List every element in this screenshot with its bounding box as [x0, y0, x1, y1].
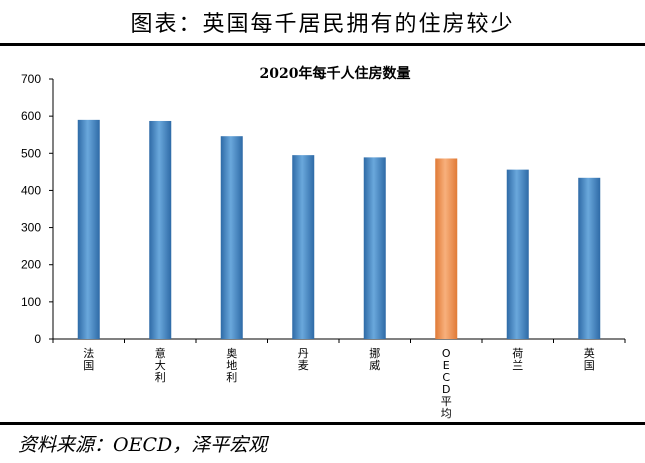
x-tick-label: 挪威 [369, 346, 380, 372]
bar [506, 169, 529, 339]
top-divider [0, 43, 645, 46]
category-labels: 法国 意大利 奥地利 丹麦 挪威 O E C D 平均 荷兰 英国 [83, 346, 595, 420]
x-tick-label: 意大利 [155, 346, 166, 384]
x-tick-label: 奥地利 [226, 346, 237, 384]
y-tick-label: 200 [21, 258, 41, 272]
bar [77, 119, 100, 339]
y-tick-label: 0 [34, 332, 41, 346]
bar [578, 177, 601, 339]
x-tick-label: O E C D 平均 [441, 347, 452, 420]
x-tick-label: 法国 [83, 346, 94, 372]
x-tick-label: 荷兰 [512, 347, 523, 372]
bar [220, 136, 243, 339]
bars-group [77, 119, 601, 339]
y-tick-label: 500 [21, 146, 41, 160]
bottom-divider [0, 422, 645, 425]
axes: 0 100 200 300 400 500 600 700 [21, 72, 626, 346]
y-tick-label: 300 [21, 221, 41, 235]
source-note: 资料来源：OECD，泽平宏观 [18, 434, 268, 456]
bar [292, 155, 315, 339]
bar [149, 120, 172, 339]
x-tick-label: 丹麦 [298, 347, 309, 372]
x-tick-label: 英国 [584, 346, 595, 372]
y-tick-label: 400 [21, 183, 41, 197]
page-title: 图表：英国每千居民拥有的住房较少 [130, 12, 515, 37]
y-tick-label: 700 [21, 72, 41, 86]
bar-chart: 2020年每千人住房数量 0 100 200 300 400 500 600 700 法国 意大… [21, 65, 626, 420]
bar [435, 158, 458, 339]
bar [363, 157, 386, 339]
chart-title: 2020年每千人住房数量 [260, 65, 411, 82]
y-tick-label: 600 [21, 109, 41, 123]
y-tick-label: 100 [21, 295, 41, 309]
